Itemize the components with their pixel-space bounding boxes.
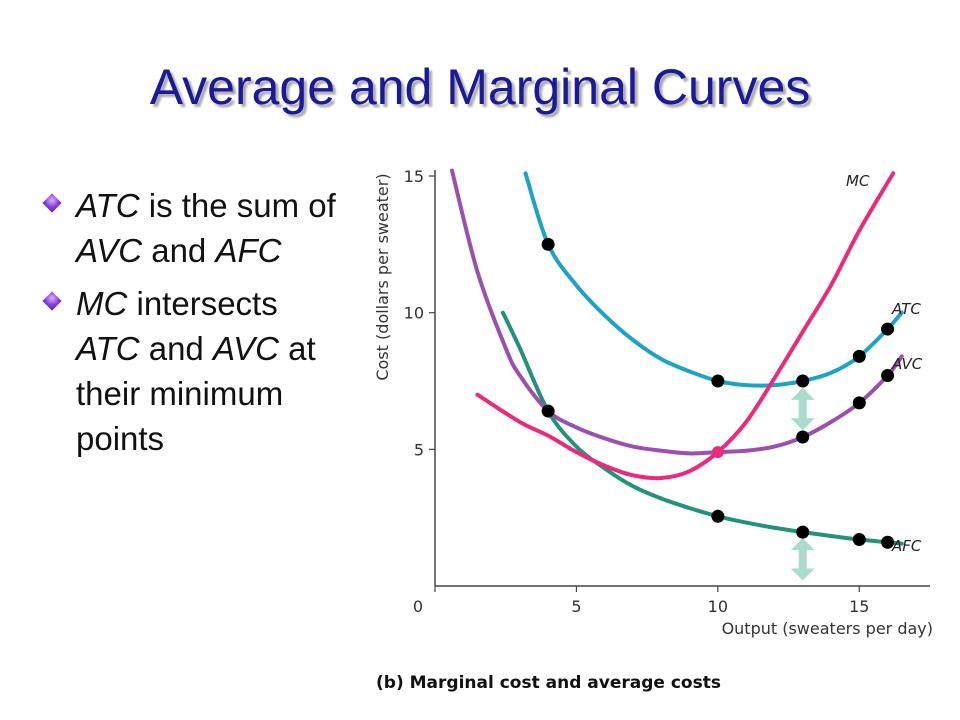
y-tick-label: 15 xyxy=(404,167,424,186)
data-point-avc xyxy=(881,369,895,383)
data-point-atc xyxy=(541,237,555,251)
chart-caption: (b) Marginal cost and average costs xyxy=(376,673,721,693)
gap-arrow xyxy=(790,387,815,431)
bullet-text-part: intersects xyxy=(127,285,278,322)
curve-label-afc: AFC xyxy=(891,537,922,555)
slide-title: Average and Marginal Curves xyxy=(149,59,811,115)
data-point-atc xyxy=(881,322,895,336)
bullet-item: ATC is the sum of AVC and AFC xyxy=(42,183,344,273)
bullet-text-part: and xyxy=(139,330,213,367)
gap-arrow xyxy=(790,538,815,581)
bullet-text-part: ATC xyxy=(76,330,140,367)
curve-atc xyxy=(523,171,904,388)
curve-label-mc: MC xyxy=(846,172,870,190)
data-point-atc xyxy=(852,349,866,363)
data-point-afc xyxy=(796,525,810,539)
bullet-list: ATC is the sum of AVC and AFC MC interse… xyxy=(42,183,344,469)
bullet-text-part: AVC xyxy=(212,330,280,367)
bullet-text-1: ATC is the sum of AVC and AFC xyxy=(76,183,344,273)
curve-label-avc: AVC xyxy=(891,355,923,373)
x-tick-label: 0 xyxy=(413,597,423,616)
bullet-text-part: at their minimum points xyxy=(76,330,316,457)
curve-afc xyxy=(500,310,904,546)
data-point-afc xyxy=(852,533,866,547)
x-tick-label: 5 xyxy=(571,597,581,616)
bullet-text-part: AVC xyxy=(76,232,143,269)
data-point-afc xyxy=(711,509,725,523)
data-point-mc xyxy=(711,446,724,459)
x-axis-label: Output (sweaters per day) xyxy=(722,619,933,638)
bullet-text-part: MC xyxy=(76,285,128,322)
y-tick-label: 5 xyxy=(414,440,424,459)
bullet-text-part: AFC xyxy=(215,232,282,269)
data-point-avc xyxy=(541,404,555,418)
bullet-item: MC intersects ATC and AVC at their minim… xyxy=(42,281,344,461)
curve-label-atc: ATC xyxy=(891,300,921,318)
data-point-atc xyxy=(711,374,725,388)
bullet-text-part: ATC xyxy=(76,187,140,224)
y-tick-label: 10 xyxy=(404,304,424,323)
data-point-afc xyxy=(881,535,895,549)
data-point-atc xyxy=(796,374,810,388)
x-tick-label: 15 xyxy=(849,597,869,616)
curve-mc xyxy=(475,171,896,481)
y-axis-label: Cost (dollars per sweater) xyxy=(373,173,392,380)
curve-avc xyxy=(449,168,904,456)
data-point-avc xyxy=(796,430,810,444)
x-tick-label: 10 xyxy=(708,597,728,616)
bullet-text-part: and xyxy=(142,232,216,269)
bullet-text-2: MC intersects ATC and AVC at their minim… xyxy=(76,281,344,461)
data-point-avc xyxy=(852,396,866,410)
bullet-text-part: is the sum of xyxy=(139,187,336,224)
